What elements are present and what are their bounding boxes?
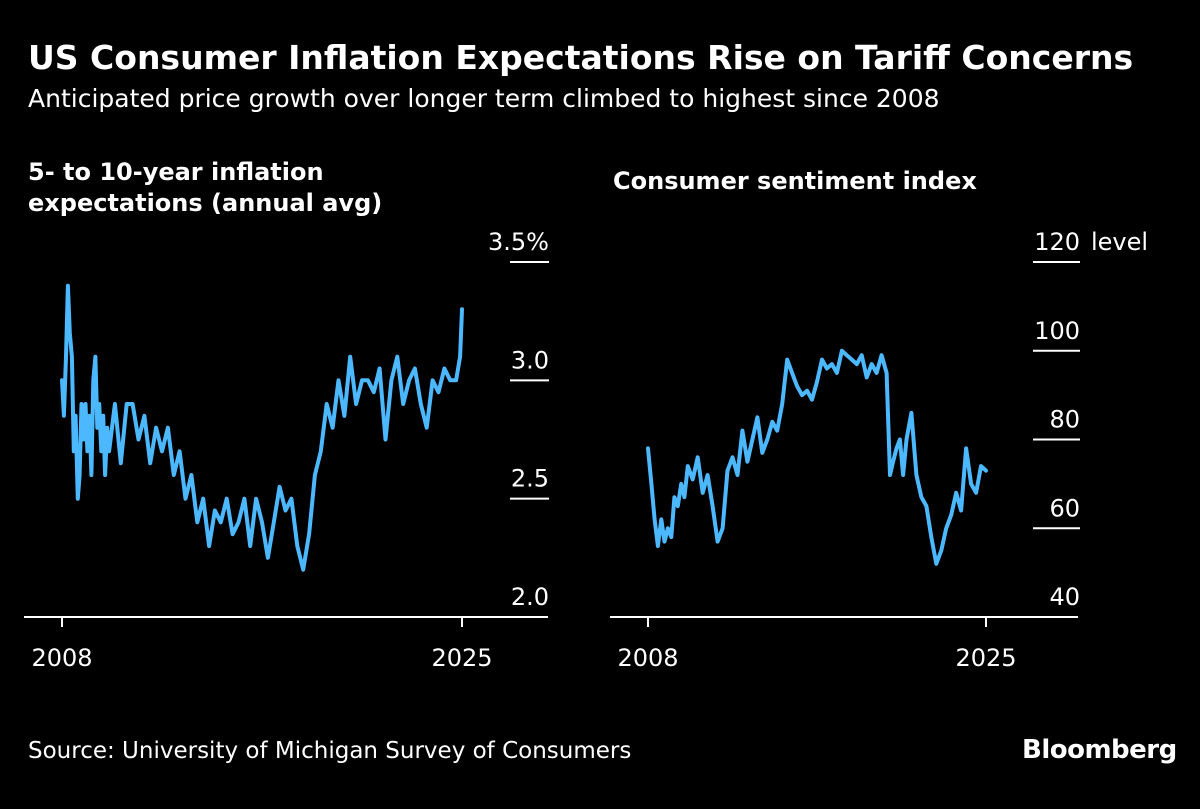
- y-tick-label: 40: [1049, 583, 1080, 611]
- x-tick-label: 2008: [617, 644, 678, 672]
- y-tick-label: 60: [1049, 494, 1080, 522]
- bloomberg-logo: Bloomberg: [1022, 735, 1177, 765]
- x-tick-label: 2008: [31, 644, 92, 672]
- left-panel-title-line-2: expectations (annual avg): [28, 189, 383, 217]
- y-tick-label: 3.0: [511, 346, 549, 374]
- chart-title: US Consumer Inflation Expectations Rise …: [28, 38, 1134, 77]
- series-line-0: [60, 283, 464, 572]
- left-panel-title-line-1: 5- to 10-year inflation: [28, 158, 324, 186]
- y-tick-label: 2.5: [511, 465, 549, 493]
- right-chart-panel: 40 60 80 100 120 level 2008 2025: [610, 228, 1148, 672]
- x-tick-label: 2025: [955, 644, 1016, 672]
- y-tick-label: 100: [1034, 317, 1080, 345]
- y-tick-label: 2.0: [511, 583, 549, 611]
- left-panel-title: 5- to 10-year inflation expectations (an…: [28, 157, 382, 219]
- right-panel-title: Consumer sentiment index: [613, 166, 977, 197]
- series-line-1: [646, 348, 988, 566]
- chart-subtitle: Anticipated price growth over longer ter…: [28, 84, 940, 113]
- right-panel-title-line-1: Consumer sentiment index: [613, 167, 977, 195]
- source-note: Source: University of Michigan Survey of…: [28, 738, 632, 764]
- left-chart-panel: 2.0 2.5 3.0 3.5% 2008 2025: [24, 228, 549, 672]
- y-unit-label: level: [1091, 228, 1148, 256]
- y-tick-label: 3.5%: [488, 228, 549, 256]
- x-tick-label: 2025: [431, 644, 492, 672]
- y-tick-label: 80: [1049, 406, 1080, 434]
- y-tick-label: 120: [1034, 228, 1080, 256]
